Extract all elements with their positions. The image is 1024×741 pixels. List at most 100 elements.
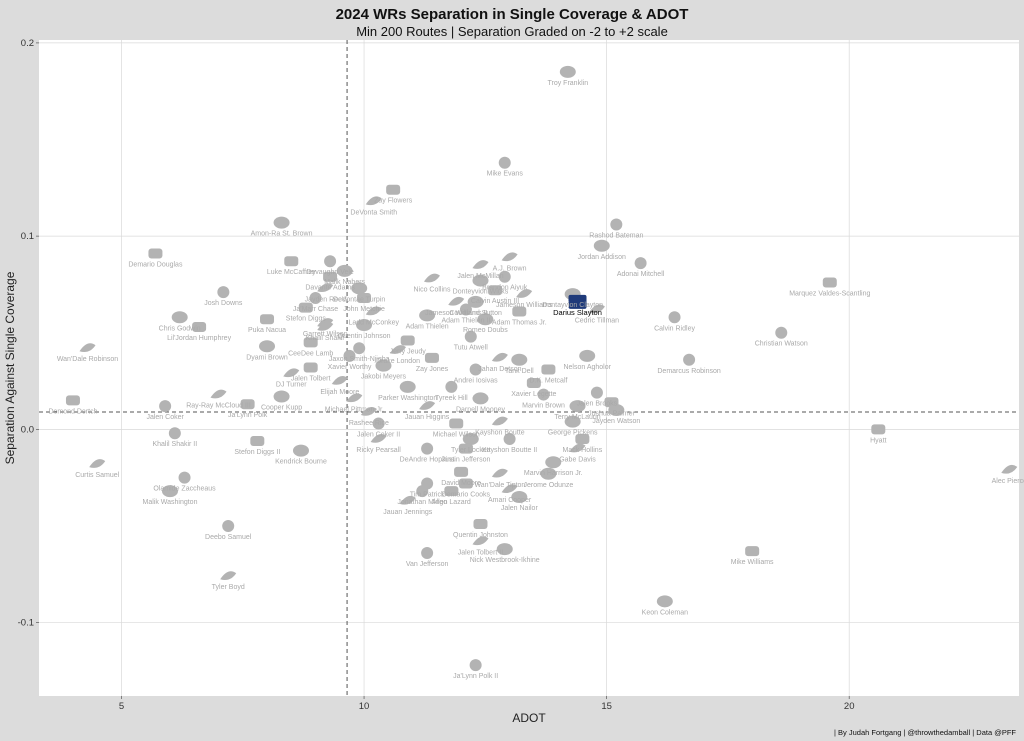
data-point-label: Khalil Shakir II bbox=[152, 441, 197, 448]
data-point bbox=[346, 393, 363, 403]
data-point-label: Kayshon Boutte bbox=[475, 430, 525, 437]
data-point-label: Jaxon Smith-Njigba bbox=[329, 356, 390, 363]
data-point-label: Jonathan Mingo bbox=[397, 499, 447, 506]
data-point-label: Olamide Zaccheaus bbox=[153, 486, 216, 493]
data-point-label: Romeo Doubs bbox=[463, 327, 508, 334]
data-point-label: Demario Cooks bbox=[442, 491, 491, 498]
data-point bbox=[491, 468, 508, 478]
data-point-label: Justin Jefferson bbox=[441, 457, 490, 464]
data-point-label: Jameson Williams II bbox=[425, 310, 487, 317]
data-point-label: Jameson Williams bbox=[496, 302, 553, 309]
data-point bbox=[496, 543, 513, 556]
data-point-label: Rashod Bateman bbox=[589, 233, 643, 240]
data-point-label: Nick Westbrook-Ikhine bbox=[470, 557, 540, 564]
data-point bbox=[283, 368, 300, 378]
data-point-label: Terry McLaurin bbox=[554, 414, 600, 421]
data-point-label: Jalen Tolbert II bbox=[458, 549, 503, 556]
data-point bbox=[448, 296, 465, 306]
data-point bbox=[511, 490, 528, 503]
data-point-label: CeeDee Lamb bbox=[288, 350, 333, 357]
data-point bbox=[309, 291, 322, 304]
data-point-label: Keon Coleman bbox=[642, 609, 688, 616]
data-point bbox=[454, 466, 469, 477]
data-point-label: Adam Thomas Jr. bbox=[492, 319, 547, 326]
data-point bbox=[775, 326, 788, 339]
data-point bbox=[375, 359, 392, 372]
data-point bbox=[421, 547, 434, 560]
data-point bbox=[222, 519, 235, 532]
data-point-label: Devaughn Vele bbox=[306, 269, 354, 276]
data-point-label: Ray-Ray McCloud III bbox=[186, 403, 251, 410]
data-point bbox=[217, 286, 230, 299]
data-point bbox=[656, 595, 673, 608]
data-point bbox=[579, 349, 596, 362]
data-point bbox=[273, 216, 290, 229]
data-point-label: Jordan Addison bbox=[578, 254, 626, 261]
data-point bbox=[449, 418, 464, 429]
data-point-label: Jayden Watson bbox=[592, 418, 640, 425]
data-point-label: Ladd McConkey bbox=[348, 319, 399, 326]
data-point-label: George Pickens bbox=[548, 430, 598, 437]
data-point-label: Darius Slayton bbox=[553, 308, 602, 317]
data-point-label: Marvin Brown bbox=[522, 403, 565, 410]
data-point bbox=[445, 380, 458, 393]
data-point-label: Nelson Agholor bbox=[563, 364, 611, 371]
y-axis-ticks: 0.2 0.1 0.0 -0.1 bbox=[18, 38, 39, 629]
data-point-label: Calvin Ridley bbox=[654, 325, 695, 332]
data-point-label: Tank Dell bbox=[505, 368, 534, 375]
data-point-label: Parker Washington bbox=[378, 395, 437, 402]
chart-title: 2024 WRs Separation in Single Coverage &… bbox=[336, 6, 689, 23]
data-point-label: Amari Cooper bbox=[488, 497, 532, 504]
y-tick-label: -0.1 bbox=[18, 618, 34, 629]
data-point-label: Mike Evans bbox=[487, 171, 524, 178]
data-point-label: Adam Thielen II bbox=[441, 318, 490, 325]
data-point bbox=[357, 292, 372, 303]
data-point-label: Khalil Shakir bbox=[306, 335, 346, 342]
data-point-label: Jauan Higgins bbox=[405, 414, 450, 421]
data-point bbox=[488, 285, 503, 296]
data-point bbox=[516, 289, 533, 298]
y-axis-title: Separation Against Single Coverage bbox=[3, 271, 17, 464]
data-point bbox=[370, 434, 387, 443]
data-point bbox=[540, 467, 557, 480]
data-point bbox=[423, 273, 440, 283]
data-point-label: Quentin Johnston bbox=[453, 532, 508, 539]
data-point bbox=[298, 302, 313, 313]
data-point-label: Jakobi Meyers bbox=[361, 374, 407, 381]
data-point bbox=[593, 239, 610, 252]
data-point-label: Jalen Coker bbox=[146, 414, 184, 421]
data-point bbox=[336, 264, 353, 277]
data-point bbox=[503, 433, 516, 446]
x-tick-label: 5 bbox=[119, 701, 124, 712]
data-point-label: Nico Collins bbox=[413, 287, 450, 294]
x-tick-label: 10 bbox=[359, 701, 370, 712]
data-point bbox=[250, 435, 265, 446]
data-point-label: Curtis Samuel bbox=[75, 472, 119, 479]
data-point bbox=[569, 443, 586, 453]
data-point bbox=[178, 471, 191, 484]
data-point-label: Adam Thielen bbox=[406, 323, 449, 330]
data-point bbox=[240, 399, 255, 410]
data-point bbox=[390, 345, 407, 354]
data-point-label: Alec Pierce bbox=[992, 478, 1024, 485]
data-point-label: Josh Downs bbox=[204, 300, 243, 307]
data-point-label: DeAndre Hopkins bbox=[400, 457, 455, 464]
chart-caption: | By Judah Fortgang | @throwthedamball |… bbox=[834, 728, 1016, 737]
y-tick-label: 0.1 bbox=[21, 231, 34, 242]
data-point-label: Puka Nacua bbox=[248, 327, 286, 334]
data-point-label: Mike Williams bbox=[731, 559, 774, 566]
data-point bbox=[491, 416, 508, 426]
data-point bbox=[416, 485, 429, 498]
data-point bbox=[458, 478, 473, 489]
chart-subtitle: Min 200 Routes | Separation Graded on -2… bbox=[356, 24, 668, 39]
data-point-label: Lil'Jordan Humphrey bbox=[167, 335, 231, 342]
data-point-label: Jauan Jennings bbox=[383, 509, 433, 516]
data-point bbox=[683, 353, 696, 366]
data-point bbox=[467, 295, 484, 308]
data-point-label: Jerome Odunze bbox=[523, 482, 573, 489]
data-point-label: Jalen Tolbert bbox=[291, 376, 331, 383]
data-point bbox=[871, 424, 886, 435]
data-point-label: DeVonta Smith bbox=[350, 209, 397, 216]
data-point-label: Andrei Iosivas bbox=[454, 377, 498, 384]
data-point-label: Mack Hollins bbox=[563, 447, 603, 454]
